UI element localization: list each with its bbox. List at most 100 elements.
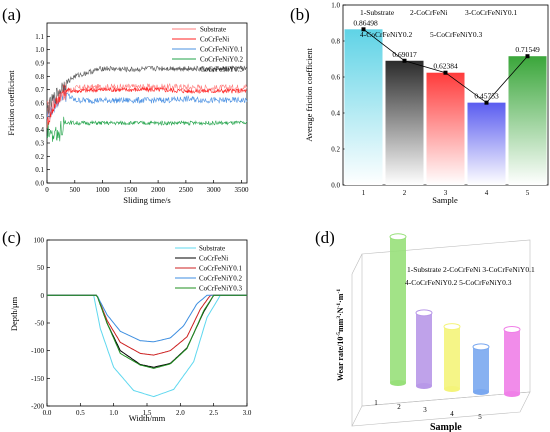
panel-b-xlabel: Sample bbox=[432, 195, 458, 205]
panel-d-ylabel: Wear rate/10-5mm3·N-1·m-1 bbox=[336, 289, 345, 381]
series-line-CoCrFeNiY0.2 bbox=[46, 116, 248, 142]
panel-a-label: (a) bbox=[2, 5, 21, 24]
cylinder-top bbox=[472, 343, 490, 351]
y-tick-label: 0.4 bbox=[331, 110, 340, 118]
cylinder-base bbox=[416, 383, 432, 389]
cylinder-top bbox=[443, 323, 461, 331]
panel-b-ylabel: Average friction coefficient bbox=[304, 48, 314, 142]
panel-c: (c) 0.0 0.5 1.0 1.5 2.0 2.5 3.0 100 50 0 -50 -100 -1… bbox=[2, 228, 252, 423]
panel-b-legend: 1-Substrate 2-CoCrFeNi 3-CoCrFeNiY0.1 4-CoC… bbox=[360, 8, 518, 39]
y-tick-label: 0.4 bbox=[35, 126, 44, 134]
x-tick-label: 4 bbox=[450, 410, 454, 418]
data-label: 0.86498 bbox=[353, 18, 378, 27]
y-tick-label: -150 bbox=[31, 375, 44, 383]
panel-b: (b) 0.0 0.2 0.4 0.6 0.8 1.0 1 2 3 4 5 0.86498 0.690… bbox=[290, 2, 549, 205]
cylinder-2 bbox=[416, 312, 432, 386]
y-tick-label: 1.0 bbox=[331, 2, 340, 10]
legend-y03: CoCrFeNiY0.3 bbox=[200, 66, 243, 74]
x-tick-label: 1000 bbox=[96, 186, 111, 194]
y-tick-label: 50 bbox=[37, 264, 45, 272]
cylinder-top bbox=[415, 309, 433, 317]
ylabel-part: mm bbox=[336, 318, 345, 332]
panel-a-xlabel: Sliding time/s bbox=[123, 195, 170, 205]
trend-marker bbox=[443, 70, 448, 75]
y-tick-label: 1.1 bbox=[35, 33, 44, 41]
x-tick-label: 2.0 bbox=[176, 409, 185, 417]
ylabel-part: ·m bbox=[336, 293, 345, 303]
data-label: 0.69017 bbox=[392, 50, 417, 59]
cylinder-base bbox=[504, 391, 520, 397]
x-tick-label: 0.5 bbox=[76, 409, 85, 417]
x-tick-label: 2000 bbox=[151, 186, 166, 194]
profile-line-CoCrFeNiY0.2 bbox=[47, 294, 247, 343]
y-tick-label: -50 bbox=[35, 320, 45, 328]
ylabel-part: Wear rate/10 bbox=[336, 337, 345, 382]
legend-sample-4: 4-CoCrFeNiY0.2 bbox=[360, 30, 413, 39]
legend-y01: CoCrFeNiY0.1 bbox=[200, 46, 243, 54]
cylinder-5 bbox=[504, 329, 520, 394]
panel-d: (d) 1 2 3 4 5 1-Substrate 2-CoCrFeNi 3-CoCrF… bbox=[315, 228, 535, 432]
panel-c-label: (c) bbox=[2, 228, 21, 247]
x-tick-label: 0 bbox=[45, 186, 49, 194]
y-tick-label: 0.7 bbox=[35, 86, 44, 94]
trend-marker bbox=[361, 27, 366, 32]
ylabel-sup: -1 bbox=[336, 303, 342, 308]
legend-y03: CoCrFeNiY0.3 bbox=[199, 285, 242, 293]
legend-sample-1: 1-Substrate bbox=[360, 8, 395, 17]
panel-c-legend: Substrate CoCrFeNi CoCrFeNiY0.1 CoCrFeNi… bbox=[175, 245, 242, 293]
data-label: 0.71549 bbox=[515, 45, 540, 54]
legend-sample-3: 3-CoCrFeNiY0.1 bbox=[465, 8, 518, 17]
x-tick-label: 5 bbox=[526, 189, 530, 197]
panel-c-xlabel: Width/mm bbox=[129, 413, 166, 423]
cylinder-1 bbox=[390, 236, 406, 383]
legend-sample-2: 2-CoCrFeNi bbox=[410, 8, 448, 17]
panel-c-axes: 0.0 0.5 1.0 1.5 2.0 2.5 3.0 100 50 0 -50 -100 -150 -2… bbox=[31, 237, 252, 418]
trend-marker bbox=[402, 58, 407, 63]
data-label: 0.45753 bbox=[474, 92, 499, 101]
panel-d-plot bbox=[389, 233, 521, 397]
x-tick-label: 3000 bbox=[207, 186, 222, 194]
panel-d-edge bbox=[351, 253, 363, 275]
profile-line-CoCrFeNi bbox=[47, 294, 247, 368]
legend-cocrfeni: CoCrFeNi bbox=[200, 36, 229, 44]
y-tick-label: 0.8 bbox=[35, 73, 44, 81]
ylabel-sup: 3 bbox=[336, 316, 342, 319]
profile-line-Substrate bbox=[47, 294, 247, 398]
panel-a-plot bbox=[46, 65, 248, 142]
y-tick-label: 0.0 bbox=[35, 180, 44, 188]
x-tick-label: 3 bbox=[423, 406, 427, 414]
x-tick-label: 2 bbox=[397, 403, 401, 411]
panel-a-legend: Substrate CoCrFeNi CoCrFeNiY0.1 CoCrFeNi… bbox=[172, 26, 243, 74]
panel-d-label: (d) bbox=[315, 228, 335, 247]
x-tick-label: 4 bbox=[485, 189, 489, 197]
legend-substrate: Substrate bbox=[200, 26, 226, 34]
bar-1 bbox=[344, 29, 383, 185]
y-tick-label: 0.8 bbox=[331, 38, 340, 46]
x-tick-label: 3 bbox=[444, 189, 448, 197]
panel-d-legend-1: 1-Substrate 2-CoCrFeNi 3-CoCrFeNiY0.1 bbox=[407, 265, 535, 274]
legend-y01: CoCrFeNiY0.1 bbox=[199, 265, 242, 273]
panel-a: (a) 0 500 1000 1500 2000 2500 3000 3500 0.0 0.1 0.… bbox=[2, 5, 249, 205]
panel-b-axes: 0.0 0.2 0.4 0.6 0.8 1.0 1 2 3 4 5 bbox=[331, 2, 530, 198]
x-tick-label: 1 bbox=[374, 399, 378, 407]
x-tick-label: 2500 bbox=[179, 186, 194, 194]
y-tick-label: 0.6 bbox=[331, 74, 340, 82]
bar-2 bbox=[385, 60, 424, 185]
y-tick-label: 0.2 bbox=[35, 153, 44, 161]
x-tick-label: 1500 bbox=[123, 186, 138, 194]
x-tick-label: 3500 bbox=[234, 186, 249, 194]
legend-y02: CoCrFeNiY0.2 bbox=[200, 56, 243, 64]
x-tick-label: 1 bbox=[362, 189, 366, 197]
y-tick-label: 0.3 bbox=[35, 140, 44, 148]
trend-marker bbox=[484, 100, 489, 105]
y-tick-label: 100 bbox=[34, 237, 45, 245]
x-tick-label: 5 bbox=[478, 413, 482, 421]
y-tick-label: -100 bbox=[31, 347, 44, 355]
y-tick-label: 0.1 bbox=[35, 166, 44, 174]
y-tick-label: 0.6 bbox=[35, 100, 44, 108]
panel-a-ylabel: Friction coefficient bbox=[6, 70, 16, 136]
cylinder-base bbox=[390, 380, 406, 386]
panel-a-axes: 0 500 1000 1500 2000 2500 3000 3500 0.0 0.1 0.2 0.3… bbox=[35, 33, 249, 194]
cylinder-4 bbox=[473, 346, 489, 392]
